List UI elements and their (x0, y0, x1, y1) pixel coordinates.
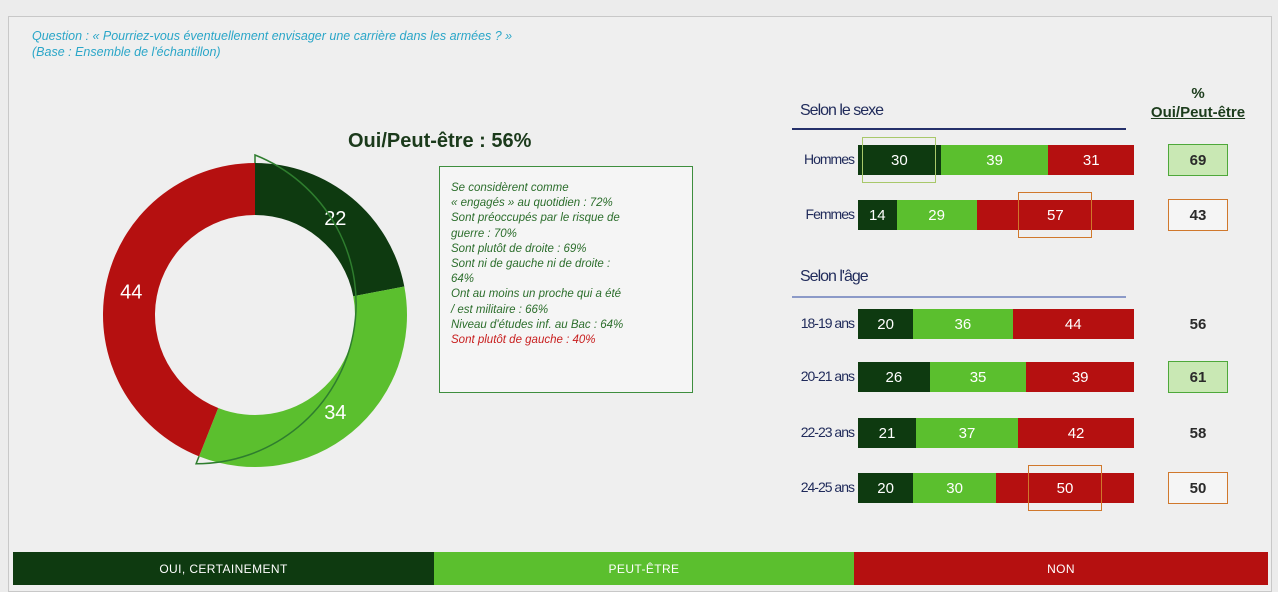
profile-lines: Se considèrent comme « engagés » au quoti… (451, 181, 684, 333)
bar-segment-peut-etre: 36 (913, 309, 1013, 339)
row-label: 18-19 ans (800, 315, 855, 331)
profile-line: Niveau d'études inf. au Bac : 64% (451, 318, 624, 331)
bar-segment-non: 39 (1026, 362, 1134, 392)
row-label: 22-23 ans (800, 424, 855, 440)
pct-oui-peut-etre-value: 56 (1189, 315, 1207, 333)
bar-segment-peut-etre: 39 (940, 145, 1049, 175)
bar-segment-peut-etre: 35 (929, 362, 1027, 392)
legend-peut-etre: Peut-être (434, 552, 854, 585)
profile-line: guerre : 70% (451, 227, 517, 240)
profile-line: / est militaire : 66% (451, 303, 549, 316)
donut-title: Oui/Peut-être : 56% (348, 130, 532, 152)
pct-oui-peut-etre-value: 61 (1168, 361, 1228, 393)
section-underline-sexe (792, 128, 1126, 130)
bar-segment-non: 31 (1048, 145, 1134, 175)
bar-segment-oui: 30 (858, 145, 941, 175)
profile-line: Ont au moins un proche qui a été (451, 288, 622, 301)
bar-segment-non: 44 (1012, 309, 1134, 339)
question-line: Question : « Pourriez-vous éventuellemen… (32, 29, 513, 43)
legend-non: Non (854, 552, 1268, 585)
base-line: (Base : Ensemble de l'échantillon) (32, 45, 221, 59)
pct-oui-peut-etre-value: 58 (1189, 424, 1207, 442)
pct-header-label: Oui/Peut-être (1150, 104, 1246, 121)
pct-oui-peut-etre-value: 43 (1168, 199, 1228, 231)
profile-line: « engagés » au quotidien : 72% (451, 197, 613, 210)
bar-segment-oui: 14 (858, 200, 897, 230)
bar-segment-peut-etre: 30 (913, 473, 996, 503)
bar-segment-oui: 20 (858, 473, 914, 503)
question-text: Question : « Pourriez-vous éventuellemen… (32, 28, 512, 60)
section-underline-age (792, 296, 1126, 298)
bar-segment-oui: 20 (858, 309, 914, 339)
bar-segment-non: 50 (996, 473, 1134, 503)
pct-column-header: % Oui/Peut-être (1128, 84, 1268, 122)
pct-oui-peut-etre-value: 69 (1168, 144, 1228, 176)
row-label: Hommes (803, 151, 855, 167)
bar-segment-oui: 26 (858, 362, 930, 392)
bar-segment-non: 57 (976, 200, 1134, 230)
profile-line: Sont ni de gauche ni de droite : (451, 258, 611, 271)
pct-header-symbol: % (1191, 85, 1205, 102)
bar-segment-peut-etre: 37 (915, 418, 1019, 448)
row-label: 24-25 ans (800, 479, 855, 495)
profile-line: Sont plutôt de droite : 69% (451, 242, 587, 255)
row-label: Femmes (805, 206, 855, 222)
legend-oui: Oui, certainement (13, 552, 434, 585)
pct-oui-peut-etre-value: 50 (1168, 472, 1228, 504)
row-label: 20-21 ans (800, 368, 855, 384)
profile-line: Sont préoccupés par le risque de (451, 212, 620, 225)
profile-box: Se considèrent comme « engagés » au quoti… (439, 166, 693, 393)
profile-line: Se considèrent comme (451, 182, 569, 194)
section-title-age: Selon l'âge (800, 268, 869, 285)
bar-segment-peut-etre: 29 (896, 200, 977, 230)
bar-segment-oui: 21 (858, 418, 916, 448)
section-title-sexe: Selon le sexe (800, 102, 884, 119)
profile-line: 64% (451, 273, 475, 286)
bar-segment-non: 42 (1018, 418, 1134, 448)
profile-red-line: Sont plutôt de gauche : 40% (451, 334, 596, 347)
